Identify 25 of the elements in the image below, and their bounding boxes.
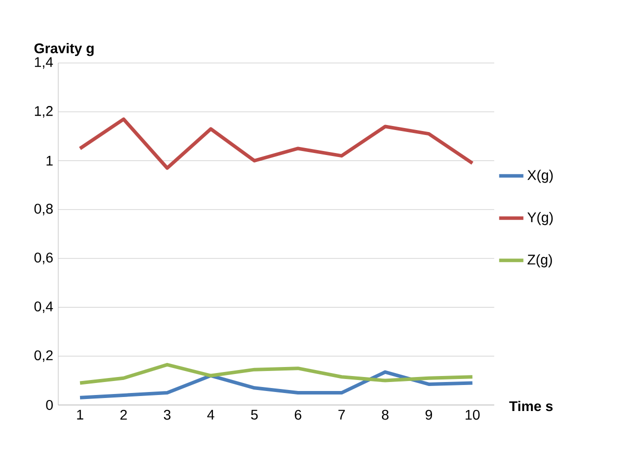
y-tick-label: 1,2 [34, 106, 53, 118]
x-tick-label: 9 [426, 410, 432, 420]
x-tick-label: 2 [120, 410, 127, 420]
y-tick-label: 0,8 [34, 204, 53, 216]
x-tick-label: 10 [466, 410, 480, 420]
line-series [78, 117, 474, 170]
x-tick-label: 8 [382, 410, 388, 420]
y-axis-title: Gravity g [34, 43, 94, 56]
legend-label: Y(g) [527, 212, 553, 226]
x-tick-label: 6 [294, 410, 302, 420]
x-tick-label: 7 [338, 410, 345, 420]
x-tick-label: 4 [207, 410, 214, 420]
legend-label: Z(g) [528, 254, 552, 268]
y-tick-label: 1 [46, 156, 53, 166]
x-tick-label: 1 [77, 410, 84, 420]
y-tick-label: 0,2 [34, 350, 53, 362]
x-axis-title: Time s [509, 400, 553, 412]
y-tick-label: 0,6 [34, 252, 53, 264]
y-tick-label: 0,4 [34, 301, 53, 314]
legend-label: X(g) [527, 170, 553, 183]
x-tick-label: 3 [164, 410, 170, 420]
y-tick-label: 0 [46, 400, 53, 410]
line-series [78, 362, 474, 385]
y-tick-label: 1,4 [34, 57, 53, 69]
x-tick-label: 5 [251, 410, 258, 420]
